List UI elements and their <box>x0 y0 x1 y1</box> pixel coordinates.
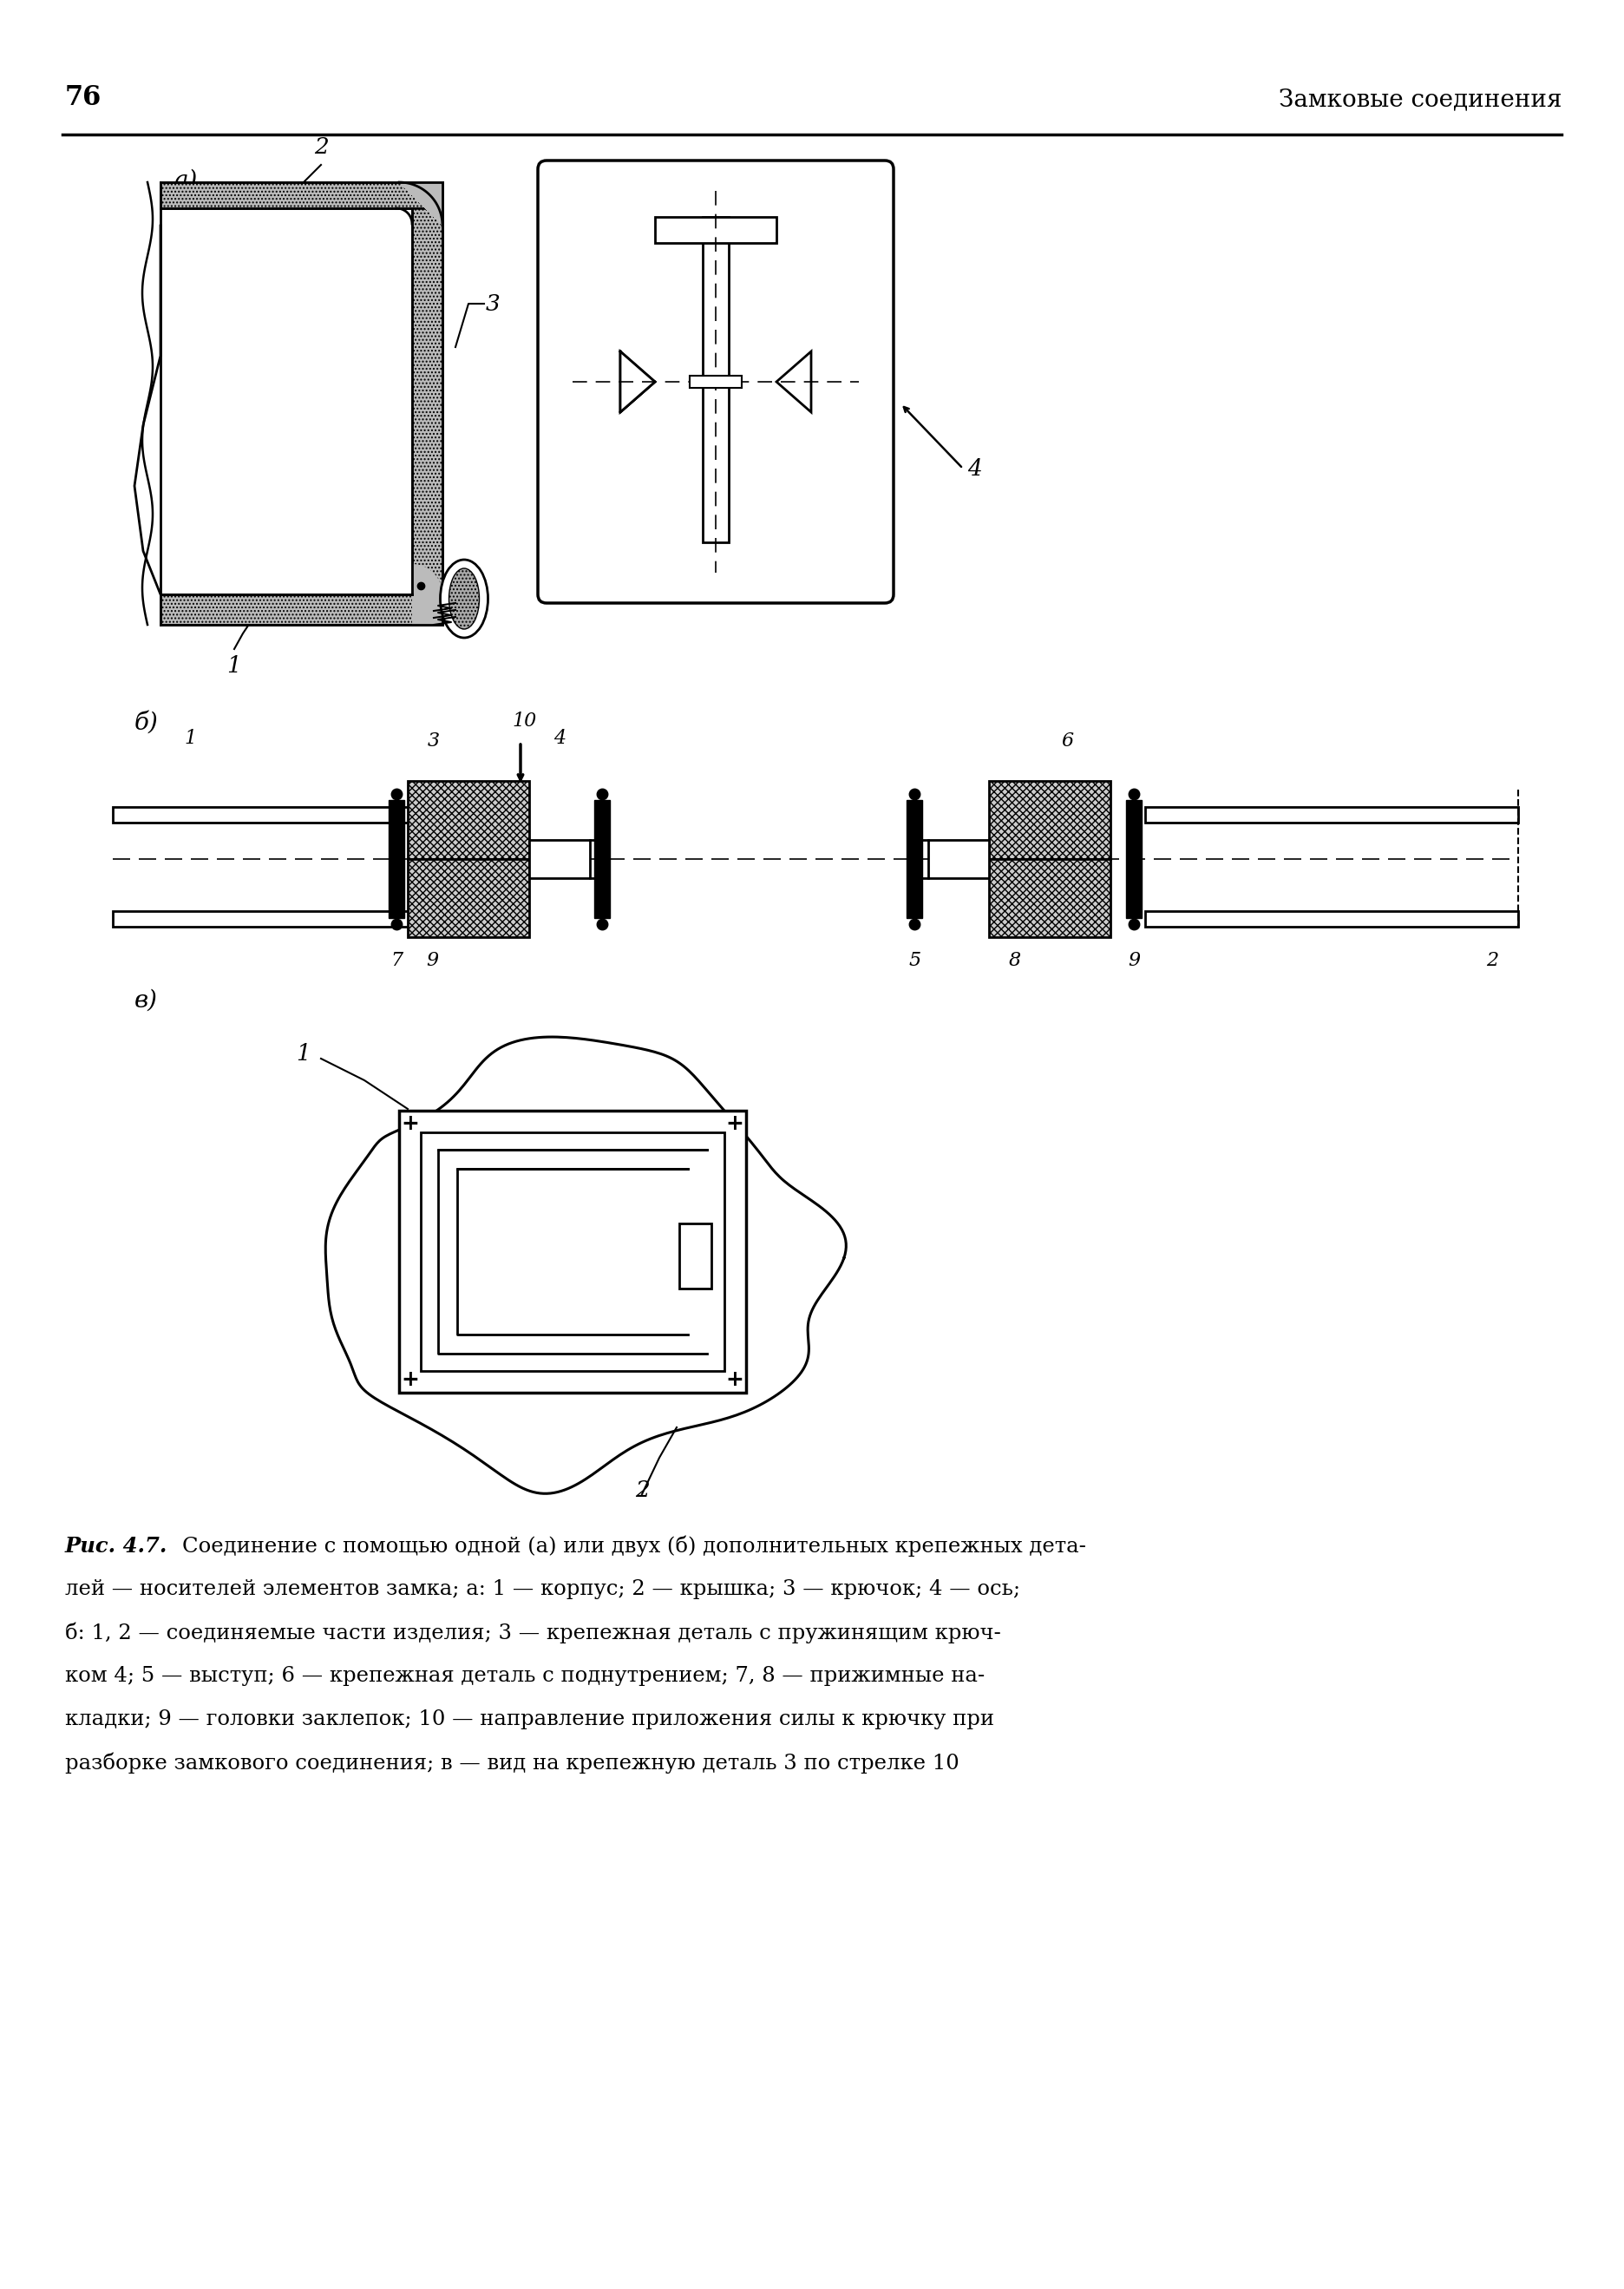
Bar <box>989 781 1111 858</box>
Bar <box>679 1222 711 1289</box>
Text: 4: 4 <box>654 1307 669 1328</box>
Bar <box>529 840 590 879</box>
Bar <box>1125 801 1142 918</box>
Text: Соединение с помощью одной (а) или двух (б) дополнительных крепежных дета-: Соединение с помощью одной (а) или двух … <box>182 1536 1086 1557</box>
Ellipse shape <box>440 561 487 639</box>
Text: 2: 2 <box>313 137 328 158</box>
Text: 5: 5 <box>716 1307 729 1328</box>
Text: 4: 4 <box>968 458 983 478</box>
Text: 5: 5 <box>909 950 921 971</box>
Polygon shape <box>161 595 442 625</box>
Bar <box>1145 808 1518 822</box>
Polygon shape <box>161 183 442 208</box>
Polygon shape <box>403 183 442 222</box>
Bar <box>594 801 611 918</box>
Text: 76: 76 <box>65 85 102 112</box>
Text: кладки; 9 — головки заклепок; 10 — направление приложения силы к крючку при: кладки; 9 — головки заклепок; 10 — напра… <box>65 1710 994 1728</box>
FancyBboxPatch shape <box>538 160 893 602</box>
Text: +: + <box>401 1369 419 1389</box>
Text: +: + <box>726 1369 744 1389</box>
Text: 8: 8 <box>1009 950 1021 971</box>
Text: в): в) <box>135 989 158 1012</box>
Text: 4: 4 <box>554 728 565 749</box>
Bar <box>1145 911 1518 927</box>
Text: 2: 2 <box>1486 950 1499 971</box>
Bar <box>989 858 1111 936</box>
Text: 6: 6 <box>1060 732 1073 751</box>
Polygon shape <box>412 563 442 625</box>
Text: разборке замкового соединения; в — вид на крепежную деталь 3 по стрелке 10: разборке замкового соединения; в — вид н… <box>65 1753 960 1774</box>
Bar <box>400 1110 745 1392</box>
Bar <box>690 375 742 387</box>
Polygon shape <box>776 353 810 412</box>
Bar <box>408 858 529 936</box>
Bar <box>408 781 529 858</box>
Text: 9: 9 <box>425 950 438 971</box>
Bar <box>388 801 404 918</box>
Text: 1: 1 <box>296 1044 310 1064</box>
Bar <box>112 808 486 822</box>
Bar <box>112 911 486 927</box>
Text: 1: 1 <box>185 728 197 749</box>
Text: б): б) <box>135 712 159 735</box>
Bar <box>654 217 776 243</box>
Text: 1: 1 <box>227 655 242 678</box>
Polygon shape <box>412 208 442 595</box>
Text: Замковые соединения: Замковые соединения <box>1278 87 1562 112</box>
Bar <box>906 801 922 918</box>
Text: 10: 10 <box>513 712 538 730</box>
Text: +: + <box>726 1112 744 1133</box>
Text: 3: 3 <box>427 732 440 751</box>
Text: б: 1, 2 — соединяемые части изделия; 3 — крепежная деталь с пружинящим крюч-: б: 1, 2 — соединяемые части изделия; 3 —… <box>65 1623 1000 1644</box>
Text: 7: 7 <box>390 950 403 971</box>
Bar <box>929 840 989 879</box>
Text: Рис. 4.7.: Рис. 4.7. <box>65 1536 167 1557</box>
Polygon shape <box>620 353 654 412</box>
Text: а): а) <box>174 169 197 192</box>
Text: 2: 2 <box>635 1479 650 1502</box>
Polygon shape <box>325 1037 846 1492</box>
Text: ком 4; 5 — выступ; 6 — крепежная деталь с поднутрением; 7, 8 — прижимные на-: ком 4; 5 — выступ; 6 — крепежная деталь … <box>65 1666 984 1687</box>
Bar <box>421 1133 724 1371</box>
Text: лей — носителей элементов замка; а: 1 — корпус; 2 — крышка; 3 — крючок; 4 — ось;: лей — носителей элементов замка; а: 1 — … <box>65 1579 1020 1600</box>
Text: 9: 9 <box>1127 950 1140 971</box>
Ellipse shape <box>448 568 479 629</box>
Text: +: + <box>401 1112 419 1133</box>
Polygon shape <box>400 183 442 227</box>
Text: 3: 3 <box>486 293 500 314</box>
Bar <box>703 217 729 542</box>
